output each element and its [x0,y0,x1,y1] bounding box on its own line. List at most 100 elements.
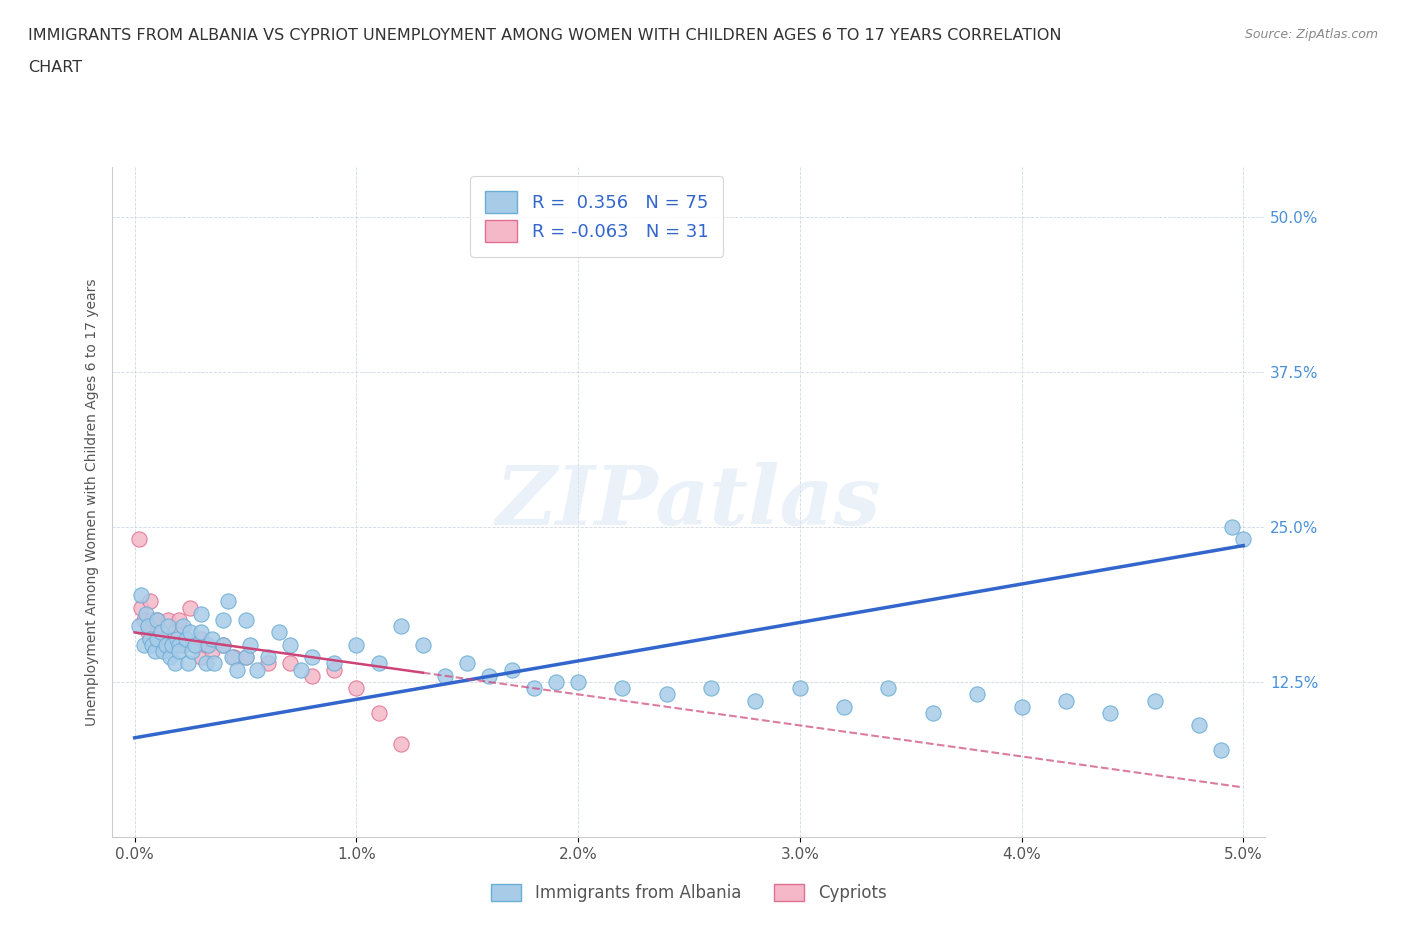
Point [212,637,235,652]
Point [204,656,226,671]
Point [152,644,174,658]
Point [434,669,457,684]
Point [966,687,988,702]
Point [197,637,219,652]
Point [177,656,200,671]
Point [136,618,159,633]
Point [201,644,224,658]
Point [744,693,766,708]
Point [159,650,181,665]
Point [141,637,163,652]
Point [190,631,212,646]
Point [181,644,204,658]
Point [217,594,239,609]
Point [245,662,267,677]
Point [1188,718,1211,733]
Point [1054,693,1077,708]
Point [172,618,194,633]
Point [221,650,243,665]
Point [323,656,346,671]
Point [167,637,190,652]
Y-axis label: Unemployment Among Women with Children Ages 6 to 17 years: Unemployment Among Women with Children A… [86,278,100,726]
Point [1011,699,1033,714]
Point [146,613,169,628]
Point [1209,743,1232,758]
Point [190,606,212,621]
Point [163,625,186,640]
Point [141,613,163,628]
Point [162,637,184,652]
Point [128,618,150,633]
Point [256,656,278,671]
Point [523,681,546,696]
Point [135,606,157,621]
Point [190,625,212,640]
Point [478,669,501,684]
Legend: Immigrants from Albania, Cypriots: Immigrants from Albania, Cypriots [485,878,893,909]
Point [139,631,162,646]
Text: ZIPatlas: ZIPatlas [496,462,882,542]
Point [146,613,169,628]
Point [789,681,811,696]
Point [323,662,346,677]
Point [146,631,169,646]
Point [152,637,174,652]
Point [921,706,943,721]
Point [129,600,153,615]
Point [167,613,190,628]
Point [179,600,201,615]
Point [225,662,247,677]
Point [155,637,177,652]
Point [139,594,162,609]
Point [1099,706,1122,721]
Point [367,656,389,671]
Point [143,644,166,658]
Point [212,613,235,628]
Text: CHART: CHART [28,60,82,75]
Point [128,532,150,547]
Point [278,637,301,652]
Point [212,637,235,652]
Point [156,618,179,633]
Point [132,637,155,652]
Point [501,662,523,677]
Point [344,681,367,696]
Point [700,681,723,696]
Point [1232,532,1254,547]
Point [239,637,262,652]
Point [132,613,155,628]
Point [235,650,257,665]
Text: IMMIGRANTS FROM ALBANIA VS CYPRIOT UNEMPLOYMENT AMONG WOMEN WITH CHILDREN AGES 6: IMMIGRANTS FROM ALBANIA VS CYPRIOT UNEMP… [28,28,1062,43]
Point [179,625,201,640]
Point [877,681,900,696]
Point [159,637,181,652]
Point [235,650,257,665]
Point [163,656,186,671]
Point [194,656,217,671]
Point [367,706,389,721]
Point [190,650,212,665]
Point [1143,693,1166,708]
Point [183,637,205,652]
Point [290,662,312,677]
Point [301,669,323,684]
Point [267,625,290,640]
Point [167,644,190,658]
Point [201,631,224,646]
Point [344,637,367,652]
Point [389,737,412,751]
Point [166,631,188,646]
Point [235,613,257,628]
Point [1220,520,1243,535]
Point [456,656,478,671]
Point [278,656,301,671]
Point [655,687,678,702]
Point [136,625,159,640]
Point [150,631,173,646]
Point [412,637,434,652]
Point [167,637,190,652]
Point [150,625,173,640]
Point [256,650,278,665]
Point [146,625,169,640]
Point [129,588,153,603]
